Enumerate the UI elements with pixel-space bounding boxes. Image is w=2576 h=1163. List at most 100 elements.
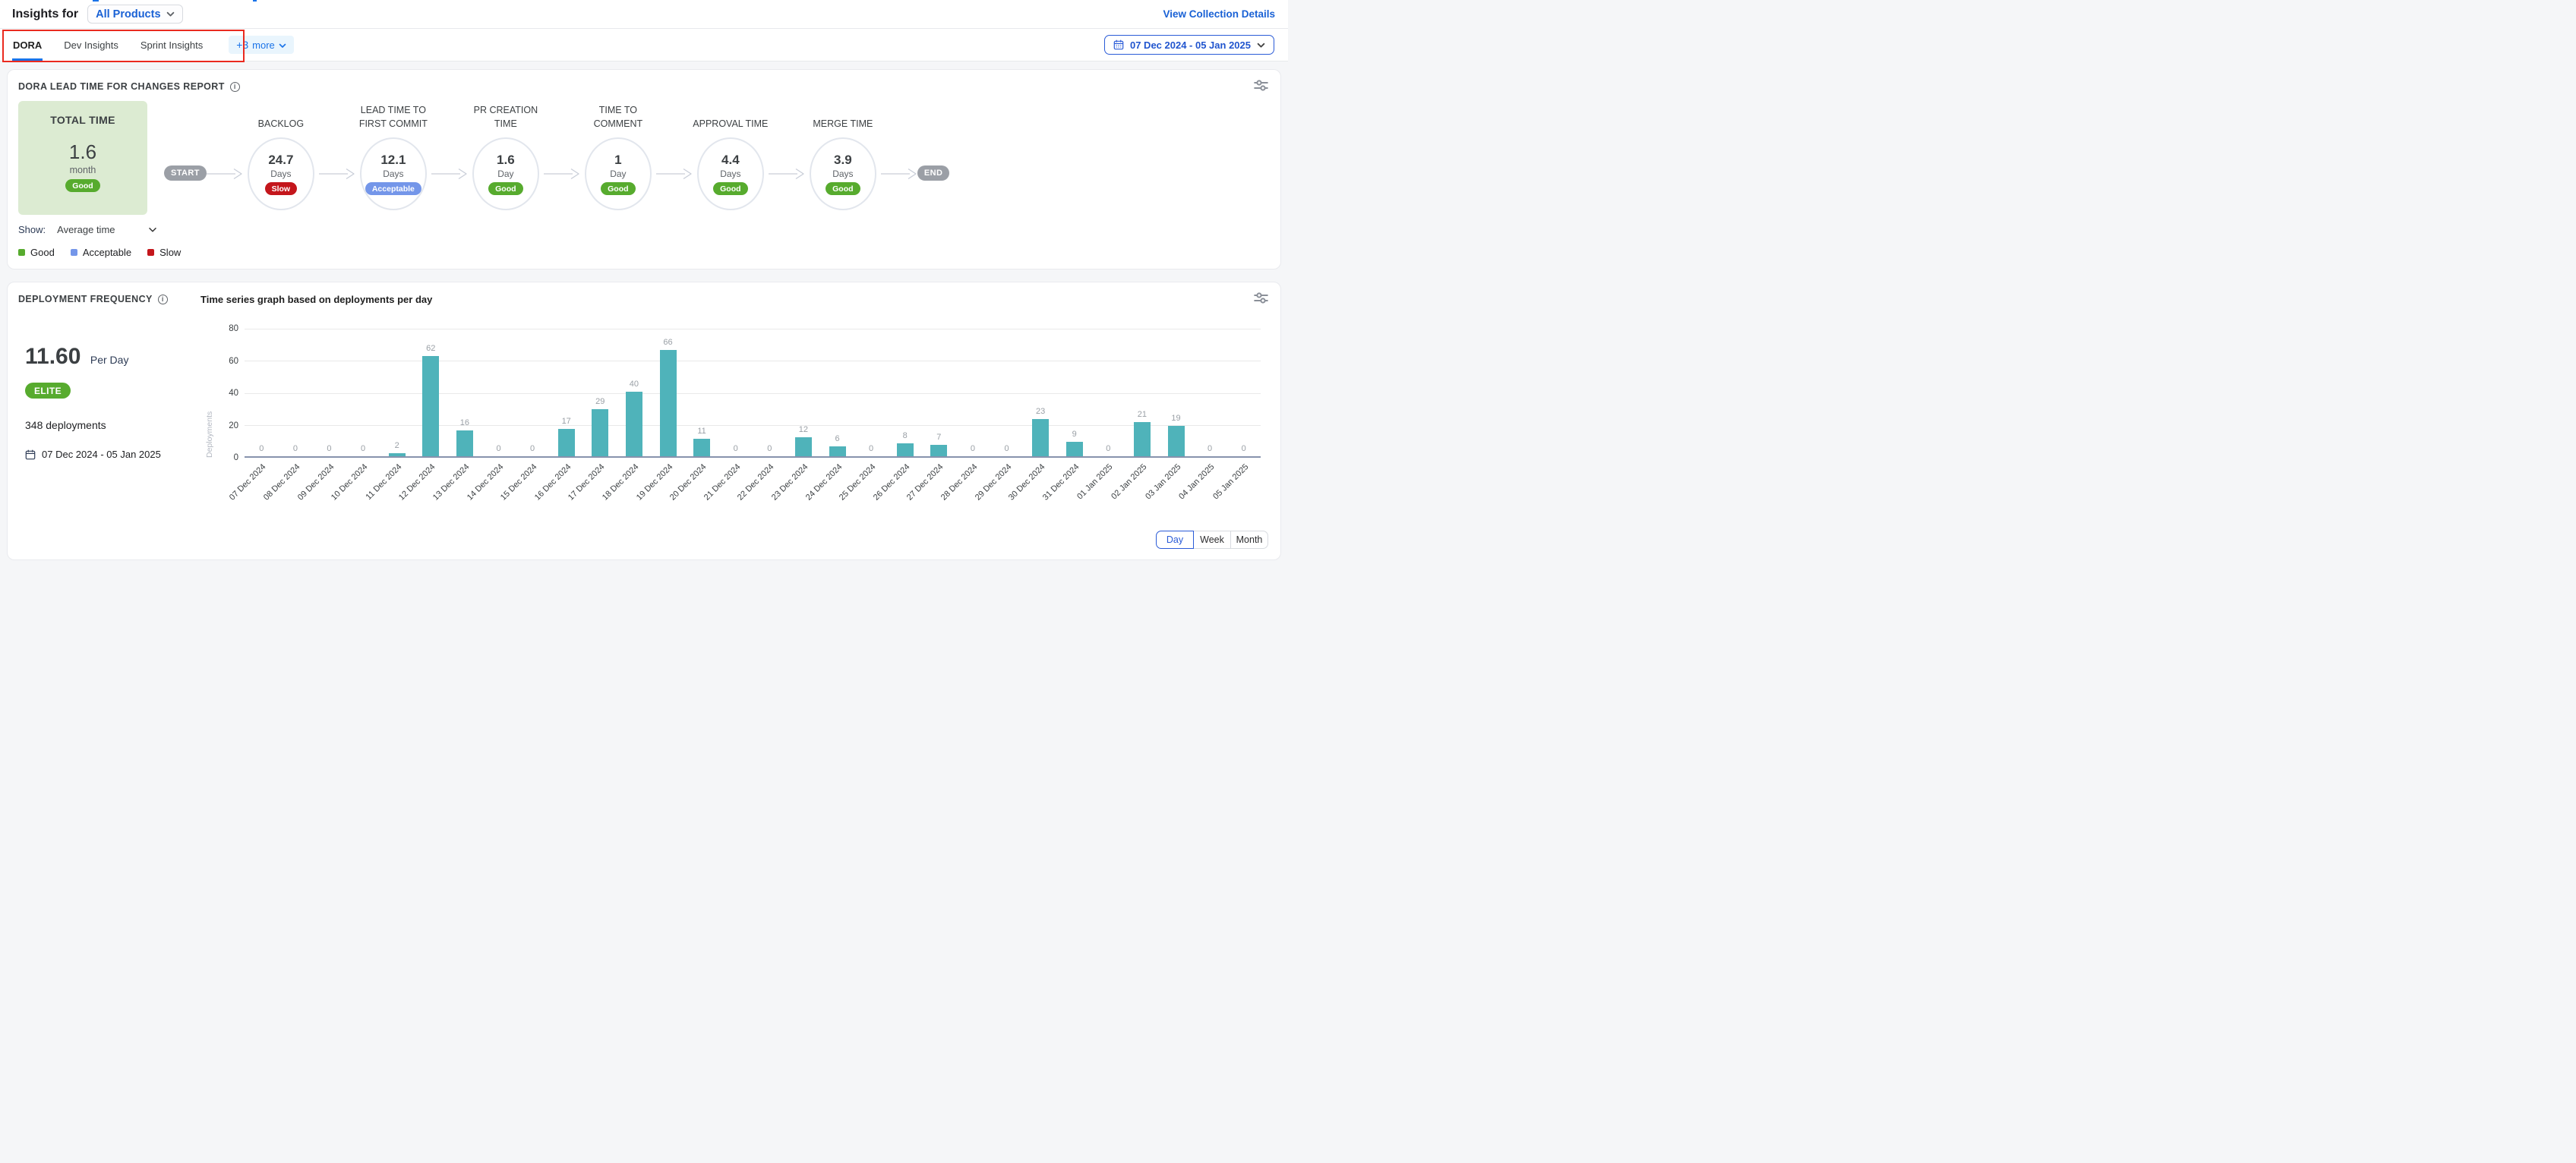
stage-label: APPROVAL TIME: [693, 118, 769, 130]
x-tick-label: 01 Jan 2025: [1075, 462, 1115, 502]
flow-stage-approval-time: APPROVAL TIME 4.4 Days Good: [693, 101, 769, 215]
stage-node: 4.4 Days Good: [696, 137, 764, 210]
bar-16-dec-2024[interactable]: [557, 428, 575, 456]
product-selector-value: All Products: [96, 8, 161, 20]
legend-swatch: [147, 249, 155, 256]
bar-18-dec-2024[interactable]: [625, 392, 642, 456]
tab-dora[interactable]: DORA: [12, 29, 43, 61]
bar-23-dec-2024[interactable]: [794, 437, 812, 456]
bar-value-label: 29: [595, 397, 605, 407]
x-tick-label: 02 Jan 2025: [1110, 462, 1149, 502]
show-label: Show:: [18, 224, 46, 235]
stage-node: 1.6 Day Good: [472, 137, 539, 210]
x-tick-label: 28 Dec 2024: [939, 462, 980, 503]
deployment-frequency-title: DEPLOYMENT FREQUENCY i: [18, 294, 200, 304]
bar-13-dec-2024[interactable]: [456, 430, 473, 456]
status-badge: Acceptable: [365, 182, 421, 195]
x-tick-label: 19 Dec 2024: [634, 462, 674, 503]
toggle-day[interactable]: Day: [1156, 531, 1194, 549]
chart-title: Time series graph based on deployments p…: [200, 293, 433, 305]
bar-value-label: 21: [1137, 410, 1148, 420]
x-tick-label: 13 Dec 2024: [431, 462, 472, 503]
info-icon[interactable]: i: [157, 294, 168, 304]
bar-value-label: 0: [361, 444, 366, 453]
chart-settings-button[interactable]: [1252, 78, 1270, 95]
x-tick-label: 18 Dec 2024: [600, 462, 641, 503]
bar-value-label: 0: [1241, 444, 1246, 453]
show-metric-dropdown[interactable]: Average time: [57, 224, 157, 235]
x-tick-label: 07 Dec 2024: [228, 462, 268, 503]
bar-27-dec-2024[interactable]: [930, 445, 948, 456]
x-tick-label: 04 Jan 2025: [1177, 462, 1217, 502]
x-tick-label: 23 Dec 2024: [769, 462, 810, 503]
stage-value: 4.4: [721, 153, 740, 167]
status-legend: Good Acceptable Slow: [18, 247, 1270, 258]
bar-value-label: 0: [970, 444, 975, 453]
performance-badge: ELITE: [25, 383, 71, 399]
bar-19-dec-2024[interactable]: [659, 349, 677, 456]
y-tick-label: 60: [229, 356, 238, 366]
y-tick-label: 20: [229, 421, 238, 430]
bar-03-jan-2025[interactable]: [1167, 425, 1185, 456]
bar-02-jan-2025[interactable]: [1133, 422, 1151, 456]
more-count: +3: [236, 39, 249, 51]
bar-value-label: 0: [327, 444, 332, 453]
x-tick-label: 25 Dec 2024: [837, 462, 878, 503]
bar-value-label: 62: [426, 344, 436, 354]
flow-start-pill: START: [164, 165, 207, 181]
legend-item-good: Good: [18, 247, 55, 258]
x-tick-label: 27 Dec 2024: [905, 462, 945, 503]
status-badge: Good: [488, 182, 523, 195]
bar-24-dec-2024[interactable]: [829, 446, 846, 456]
chevron-down-icon: [279, 39, 286, 51]
bar-17-dec-2024[interactable]: [592, 409, 609, 456]
stage-unit: Day: [497, 169, 514, 179]
deployment-rate: 11.60: [25, 344, 81, 369]
bar-30-dec-2024[interactable]: [1032, 419, 1050, 456]
x-tick-label: 20 Dec 2024: [668, 462, 709, 503]
calendar-icon: [25, 449, 36, 460]
toggle-month[interactable]: Month: [1230, 531, 1268, 549]
bar-31-dec-2024[interactable]: [1065, 441, 1083, 456]
insights-tabs: DORA Dev Insights Sprint Insights +3 more: [12, 29, 294, 61]
stage-node: 3.9 Days Good: [809, 137, 876, 210]
lead-time-card-title: DORA LEAD TIME FOR CHANGES REPORT i: [18, 81, 240, 92]
date-range-picker[interactable]: 07 Dec 2024 - 05 Jan 2025: [1103, 35, 1274, 55]
x-tick-label: 29 Dec 2024: [973, 462, 1013, 503]
bar-value-label: 0: [292, 444, 298, 453]
info-icon[interactable]: i: [229, 81, 240, 92]
stage-node: 24.7 Days Slow: [247, 137, 314, 210]
x-tick-label: 26 Dec 2024: [871, 462, 912, 503]
status-badge: Good: [65, 179, 100, 192]
bar-value-label: 17: [561, 416, 571, 426]
more-tabs-button[interactable]: +3 more: [229, 36, 294, 54]
legend-swatch: [70, 249, 77, 256]
chart-settings-button[interactable]: [1252, 291, 1270, 307]
bar-20-dec-2024[interactable]: [693, 438, 711, 456]
tab-sprint-insights[interactable]: Sprint Insights: [140, 39, 204, 51]
more-label: more: [252, 39, 275, 51]
toggle-week[interactable]: Week: [1193, 531, 1231, 549]
status-badge: Good: [713, 182, 748, 195]
tab-dev-insights[interactable]: Dev Insights: [64, 39, 118, 51]
gridline: [245, 392, 1261, 394]
legend-item-acceptable: Acceptable: [70, 247, 131, 258]
product-selector[interactable]: All Products: [87, 5, 183, 24]
bar-11-dec-2024[interactable]: [388, 452, 406, 456]
stage-node: 12.1 Days Acceptable: [359, 137, 427, 210]
bar-value-label: 16: [459, 418, 470, 427]
bar-12-dec-2024[interactable]: [422, 356, 440, 456]
x-tick-label: 31 Dec 2024: [1040, 462, 1081, 503]
x-tick-label: 24 Dec 2024: [803, 462, 844, 503]
x-tick-label: 09 Dec 2024: [295, 462, 336, 503]
flow-arrow-icon: [768, 166, 805, 185]
bar-26-dec-2024[interactable]: [896, 443, 914, 456]
stage-unit: Days: [720, 169, 741, 179]
stage-unit: Days: [270, 169, 292, 179]
stage-value: 3.9: [834, 153, 852, 167]
legend-item-slow: Slow: [147, 247, 181, 258]
bar-value-label: 11: [697, 426, 706, 436]
view-collection-details-link[interactable]: View Collection Details: [1163, 8, 1275, 20]
main-content: DORA LEAD TIME FOR CHANGES REPORT i TOTA…: [0, 61, 1288, 560]
stage-label: PR CREATION TIME: [473, 104, 538, 130]
